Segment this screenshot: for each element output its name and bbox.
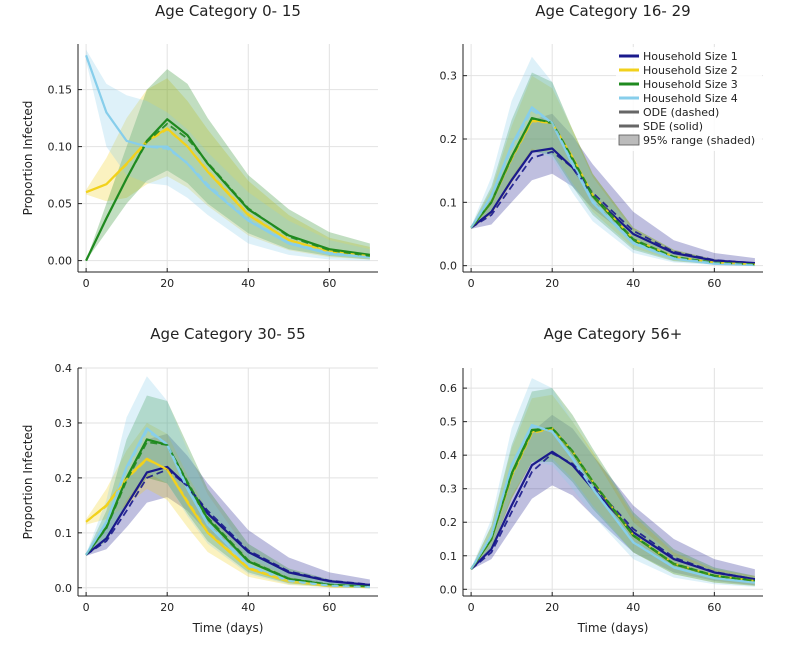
panel-title: Age Category 56+	[544, 325, 683, 343]
panel-title: Age Category 30- 55	[150, 325, 305, 343]
panel-age-56-plus: 0 20 40 60 0.0 0.1 0.2 0.3 0.4 0.5 0.6 Age Category…	[440, 325, 763, 635]
y-tick-label: 0.3	[440, 483, 458, 496]
panel-title: Age Category 16- 29	[535, 2, 690, 20]
ode-line-size-4	[470, 109, 755, 266]
ode-line-size-4	[85, 55, 371, 259]
legend-label: Household Size 1	[643, 50, 738, 63]
legend-label: Household Size 3	[643, 78, 738, 91]
x-tick-label: 60	[322, 601, 336, 614]
y-tick-label: 0.0	[440, 260, 458, 273]
panel-age-0-15: 0 20 40 60 0.00 0.05 0.10 0.15 Age Category 0- 1…	[21, 2, 378, 290]
legend-label: Household Size 4	[643, 92, 738, 105]
y-tick-label: 0.05	[48, 198, 73, 211]
y-tick-label: 0.0	[440, 583, 458, 596]
x-tick-label: 0	[83, 277, 90, 290]
panel-age-16-29: 0 20 40 60 0.0 0.1 0.2 0.3 Age Category 16- 29	[440, 2, 763, 290]
y-tick-label: 0.2	[440, 133, 458, 146]
ode-line-size-1	[470, 150, 755, 264]
y-tick-label: 0.1	[440, 550, 458, 563]
y-tick-label: 0.4	[55, 362, 73, 375]
range-band-size-4	[471, 56, 755, 266]
ode-line-size-4	[470, 425, 756, 584]
x-tick-label: 0	[83, 601, 90, 614]
y-tick-label: 0.0	[55, 582, 73, 595]
ode-line-size-3	[470, 117, 755, 266]
y-axis-label: Proportion Infected	[21, 425, 35, 540]
y-tick-label: 0.00	[48, 255, 73, 268]
range-band-size-1	[471, 113, 755, 265]
y-tick-label: 0.6	[440, 382, 458, 395]
x-tick-label: 60	[707, 277, 721, 290]
panel-age-30-55: 0 20 40 60 0.0 0.1 0.2 0.3 0.4 Age Category 30- 5…	[21, 325, 378, 635]
y-tick-label: 0.15	[48, 84, 73, 97]
sde-line-size-2	[85, 127, 371, 258]
y-axis-label: Proportion Infected	[21, 101, 35, 216]
x-tick-label: 0	[468, 277, 475, 290]
ode-line-size-4	[85, 429, 370, 589]
ode-line-size-3	[85, 122, 371, 261]
y-tick-label: 0.10	[48, 141, 73, 154]
y-tick-label: 0.2	[440, 516, 458, 529]
legend-label: 95% range (shaded)	[643, 134, 755, 147]
range-band-size-3	[471, 388, 755, 586]
legend-label: SDE (solid)	[643, 120, 703, 133]
sde-line-size-3	[85, 118, 371, 262]
x-tick-label: 20	[160, 277, 174, 290]
ode-line-size-2	[85, 458, 370, 589]
y-tick-label: 0.4	[440, 449, 458, 462]
y-tick-label: 0.5	[440, 416, 458, 429]
range-band-size-2	[471, 75, 755, 266]
ode-line-size-3	[85, 441, 370, 588]
range-band-size-2	[471, 394, 755, 586]
ode-line-size-1	[470, 452, 756, 581]
y-tick-label: 0.2	[55, 472, 73, 485]
legend-swatch-range	[618, 134, 640, 146]
x-tick-label: 40	[626, 601, 640, 614]
x-tick-label: 20	[545, 277, 559, 290]
y-tick-label: 0.3	[55, 417, 73, 430]
x-axis-label: Time (days)	[192, 621, 264, 635]
x-tick-label: 40	[241, 601, 255, 614]
legend-background	[616, 47, 762, 151]
x-tick-label: 0	[468, 601, 475, 614]
panel-title: Age Category 0- 15	[155, 2, 301, 20]
range-band-size-4	[86, 376, 370, 588]
x-tick-label: 60	[707, 601, 721, 614]
y-tick-label: 0.1	[55, 527, 73, 540]
legend-label: Household Size 2	[643, 64, 738, 77]
range-band-size-4	[86, 49, 370, 261]
legend-label: ODE (dashed)	[643, 106, 719, 119]
x-tick-label: 40	[626, 277, 640, 290]
sde-line-size-1	[470, 147, 755, 265]
y-tick-label: 0.1	[440, 196, 458, 209]
range-band-size-2	[86, 78, 370, 260]
x-tick-label: 20	[545, 601, 559, 614]
x-tick-label: 60	[322, 277, 336, 290]
sde-line-size-1	[470, 450, 756, 581]
ode-line-size-3	[470, 426, 756, 582]
range-band-size-1	[86, 433, 370, 587]
y-tick-label: 0.3	[440, 70, 458, 83]
range-band-size-3	[86, 69, 370, 261]
x-tick-label: 40	[241, 277, 255, 290]
x-tick-label: 20	[160, 601, 174, 614]
x-axis-label: Time (days)	[577, 621, 649, 635]
